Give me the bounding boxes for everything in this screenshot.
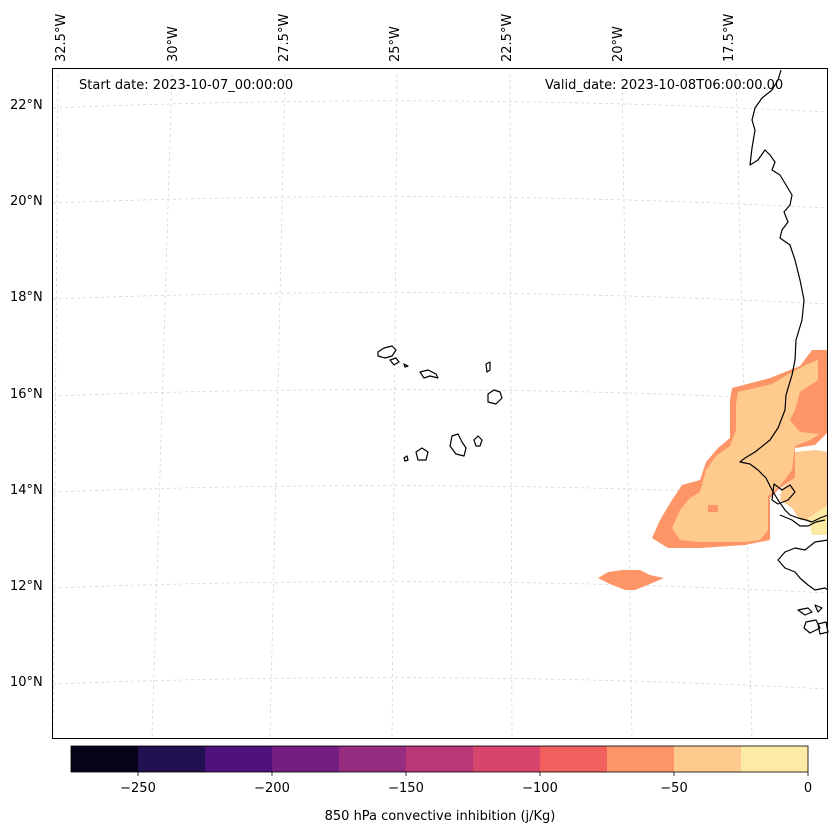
- lon-label: 20°W: [611, 26, 626, 62]
- brava: [403, 455, 409, 462]
- colorbar-swatch: [473, 746, 541, 772]
- colorbar: [70, 745, 809, 776]
- colorbar-tick-label: −50: [660, 781, 688, 796]
- cin-field: [598, 350, 828, 590]
- lon-label: 22.5°W: [500, 13, 515, 62]
- map-frame: [52, 68, 828, 739]
- colorbar-swatch: [607, 746, 675, 772]
- gridlines: [52, 73, 829, 739]
- cin-region-main-inner: [672, 360, 820, 542]
- gambia-river: [771, 483, 826, 527]
- coastline: [377, 69, 829, 635]
- lon-label: 17.5°W: [722, 13, 737, 62]
- sao-nicolau: [419, 369, 439, 379]
- sao-vicente: [389, 357, 400, 366]
- bijagos: [797, 604, 829, 635]
- lat-label: 18°N: [10, 290, 43, 305]
- lon-label: 30°W: [166, 26, 181, 62]
- colorbar-tick-label: −200: [254, 781, 290, 796]
- colorbar-swatch: [540, 746, 608, 772]
- cin-region-west-band: [598, 570, 664, 590]
- lon-label: 27.5°W: [277, 13, 292, 62]
- start-date-label: Start date: 2023-10-07_00:00:00: [79, 78, 294, 93]
- lat-label: 22°N: [10, 98, 43, 113]
- santo-antao: [377, 345, 397, 359]
- africa-coast-south: [777, 539, 829, 591]
- colorbar-swatch: [272, 746, 340, 772]
- cin-region-east: [780, 450, 828, 520]
- maio: [473, 435, 483, 447]
- colorbar-swatch: [674, 746, 742, 772]
- colorbar-swatch: [406, 746, 474, 772]
- colorbar-tick-label: −250: [120, 781, 156, 796]
- lat-label: 14°N: [10, 483, 43, 498]
- valid-date-label: Valid_date: 2023-10-08T06:00:00.00: [545, 78, 784, 93]
- colorbar-swatch: [339, 746, 407, 772]
- lat-label: 12°N: [10, 579, 43, 594]
- colorbar-border: [70, 745, 809, 773]
- colorbar-swatch: [138, 746, 206, 772]
- boa-vista: [487, 389, 503, 405]
- colorbar-tick-label: −100: [522, 781, 558, 796]
- colorbar-swatch: [741, 746, 809, 772]
- cin-region-orange: [708, 505, 718, 512]
- lon-label: 32.5°W: [54, 13, 69, 62]
- colorbar-title: 850 hPa convective inhibition (j/Kg): [324, 809, 556, 824]
- africa-coast: [739, 69, 829, 523]
- colorbar-tick-label: −150: [388, 781, 424, 796]
- santa-luzia: [403, 363, 409, 368]
- santiago: [449, 433, 467, 457]
- sal: [485, 361, 491, 373]
- cin-region-max: [808, 505, 828, 535]
- lat-label: 16°N: [10, 387, 43, 402]
- colorbar-swatch: [71, 746, 139, 772]
- fogo: [415, 447, 429, 461]
- lat-label: 10°N: [10, 675, 43, 690]
- lat-label: 20°N: [10, 194, 43, 209]
- colorbar-tick-label: 0: [803, 781, 813, 796]
- colorbar-swatch: [205, 746, 273, 772]
- lon-label: 25°W: [388, 26, 403, 62]
